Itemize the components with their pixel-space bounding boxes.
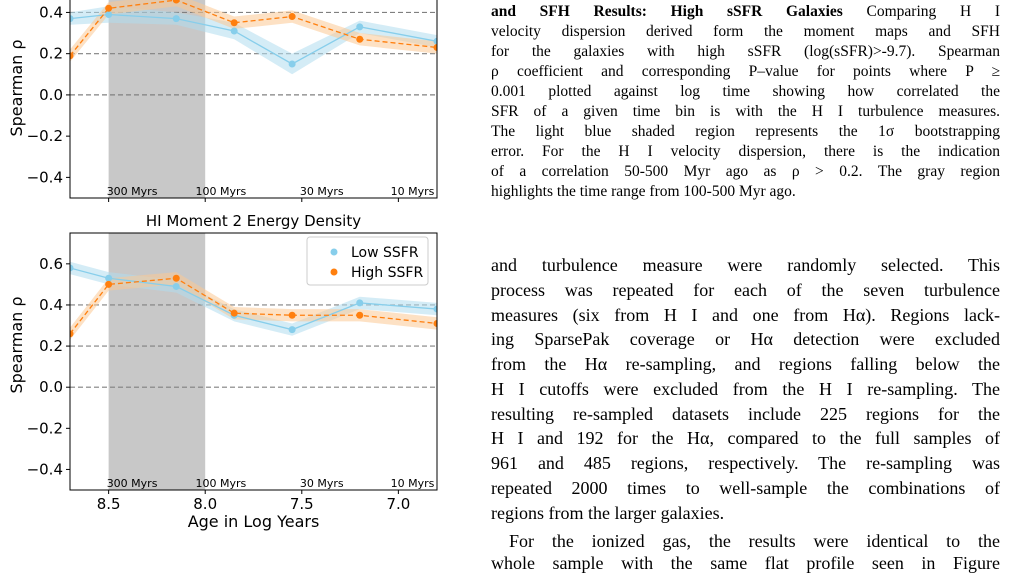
caption-line: and SFH Results: High sSFR Galaxies Comp… <box>491 2 1000 22</box>
data-point <box>356 35 364 43</box>
body-line: H I cutoffs were excluded from the H I r… <box>491 378 1000 399</box>
caption-line: The light blue shaded region represents … <box>491 123 1000 140</box>
caption-line: highlights the time range from 100-500 M… <box>491 183 796 200</box>
data-point <box>356 311 364 319</box>
axes-frame <box>69 0 438 199</box>
data-point <box>433 305 437 313</box>
y-tick-label: 0.0 <box>39 378 63 396</box>
time-annotation: 300 Myrs <box>107 185 158 198</box>
body-line: repeated 2000 times to well-sample the c… <box>491 477 1000 498</box>
y-tick-label: 0.0 <box>39 86 63 104</box>
axes-frame <box>69 232 438 491</box>
y-tick-label: −0.4 <box>27 168 63 186</box>
chart-title: HI Moment 2 Energy Density <box>146 212 361 230</box>
body-paragraph-2: For the ionized gas, the results were id… <box>491 530 1000 574</box>
caption-title-rest: Comparing H I <box>866 3 1000 20</box>
data-point <box>172 0 180 4</box>
caption-line: error. For the H I velocity dispersion, … <box>491 143 1000 160</box>
data-point <box>433 37 437 45</box>
caption-line: SFR of a given time bin is with the H I … <box>491 103 1000 120</box>
legend-label: High SSFR <box>351 265 423 281</box>
data-point <box>70 15 74 23</box>
caption-line: 0.001 plotted against log time showing h… <box>491 83 1000 100</box>
body-line: regions from the larger galaxies. <box>491 502 725 523</box>
data-point <box>172 282 180 290</box>
legend: Low SSFR High SSFR <box>306 236 429 286</box>
figure-caption: and SFH Results: High sSFR Galaxies Comp… <box>491 2 1000 202</box>
chart-canvas: 300 Myrs 100 Myrs 30 Myrs 10 Myrs −0.4 −0.2 0.… <box>7 0 438 531</box>
legend-marker <box>330 248 338 256</box>
body-line: ing SparsePak coverage or Hα detection w… <box>491 329 1000 350</box>
y-axis-label: Spearman ρ <box>7 39 26 136</box>
time-annotation: 10 Myrs <box>391 477 435 490</box>
data-point <box>230 309 238 317</box>
y-tick-label: −0.2 <box>27 127 63 145</box>
highlight-region <box>108 233 206 490</box>
figure-charts: 300 Myrs 100 Myrs 30 Myrs 10 Myrs −0.4 −0.2 0.… <box>0 0 470 574</box>
body-line: resulting re-sampled datasets include 22… <box>491 403 1000 424</box>
data-point <box>105 280 113 288</box>
time-annotation: 300 Myrs <box>107 477 158 490</box>
data-point <box>288 60 296 68</box>
caption-title: and SFH Results: High sSFR Galaxies <box>491 3 843 20</box>
x-axis-label: Age in Log Years <box>188 512 320 531</box>
caption-line: for the galaxies with high sSFR (log(sSF… <box>491 43 1000 60</box>
data-point <box>105 274 113 282</box>
body-line: H I and 192 for the Hα, compared to the … <box>491 428 1000 449</box>
body-line: 961 and 485 regions, respectively. The r… <box>491 453 1000 473</box>
data-point <box>70 330 74 338</box>
body-line: from the Hα re-sampling, and regions fal… <box>491 354 1000 374</box>
data-point <box>356 23 364 31</box>
chart-panel-1: 300 Myrs 100 Myrs 30 Myrs 10 Myrs −0.4 −0.2 0.… <box>7 0 438 202</box>
data-point <box>288 326 296 334</box>
body-line: measures (six from H I and one from Hα).… <box>491 304 1000 325</box>
data-point <box>172 274 180 282</box>
body-line: For the ionized gas, the results were id… <box>509 531 1000 551</box>
x-tick-label: 7.5 <box>290 495 314 513</box>
y-tick-label: 0.6 <box>39 255 63 273</box>
error-band <box>70 6 437 75</box>
data-point <box>70 52 74 60</box>
time-annotation: 10 Myrs <box>391 185 435 198</box>
data-point <box>288 311 296 319</box>
data-point <box>433 43 437 51</box>
data-point <box>172 15 180 23</box>
data-point <box>288 13 296 21</box>
plot-area <box>70 0 437 198</box>
caption-line: velocity dispersion derived form the mom… <box>491 23 1000 40</box>
data-point <box>70 264 74 272</box>
y-tick-label: 0.2 <box>39 337 63 355</box>
x-tick-label: 8.0 <box>193 495 217 513</box>
x-tick-label: 8.5 <box>97 495 121 513</box>
data-point <box>230 27 238 35</box>
x-tick-label: 7.0 <box>386 495 410 513</box>
caption-line: of a correlation 50-500 Myr ago as ρ > 0… <box>491 163 1000 180</box>
data-point <box>433 319 437 327</box>
time-annotation: 30 Myrs <box>300 185 344 198</box>
highlight-region <box>108 0 206 198</box>
y-tick-label: 0.4 <box>39 3 63 21</box>
caption-line: ρ coefficient and corresponding P–value … <box>491 63 1000 80</box>
body-line: and turbulence measure were randomly sel… <box>491 255 1000 275</box>
y-tick-label: 0.2 <box>39 45 63 63</box>
data-point <box>230 19 238 27</box>
data-point <box>105 4 113 12</box>
y-tick-label: 0.4 <box>39 296 63 314</box>
data-point <box>356 299 364 307</box>
chart-panel-2: 300 Myrs 100 Myrs 30 Myrs 10 Myrs −0.4 −0.2 0.… <box>7 212 438 531</box>
time-annotation: 100 Myrs <box>196 185 247 198</box>
y-tick-label: −0.4 <box>27 460 63 478</box>
time-annotation: 30 Myrs <box>300 477 344 490</box>
body-paragraph-1: and turbulence measure were randomly sel… <box>491 253 1000 525</box>
y-tick-label: −0.2 <box>27 419 63 437</box>
legend-marker <box>330 268 338 276</box>
legend-label: Low SSFR <box>351 245 419 261</box>
plot-area <box>70 233 437 490</box>
data-point <box>105 10 113 18</box>
time-annotation: 100 Myrs <box>196 477 247 490</box>
body-line: process was repeated for each of the sev… <box>491 279 1000 300</box>
body-line: whole sample with the same flat profile … <box>491 553 1000 573</box>
y-axis-label: Spearman ρ <box>7 296 26 393</box>
